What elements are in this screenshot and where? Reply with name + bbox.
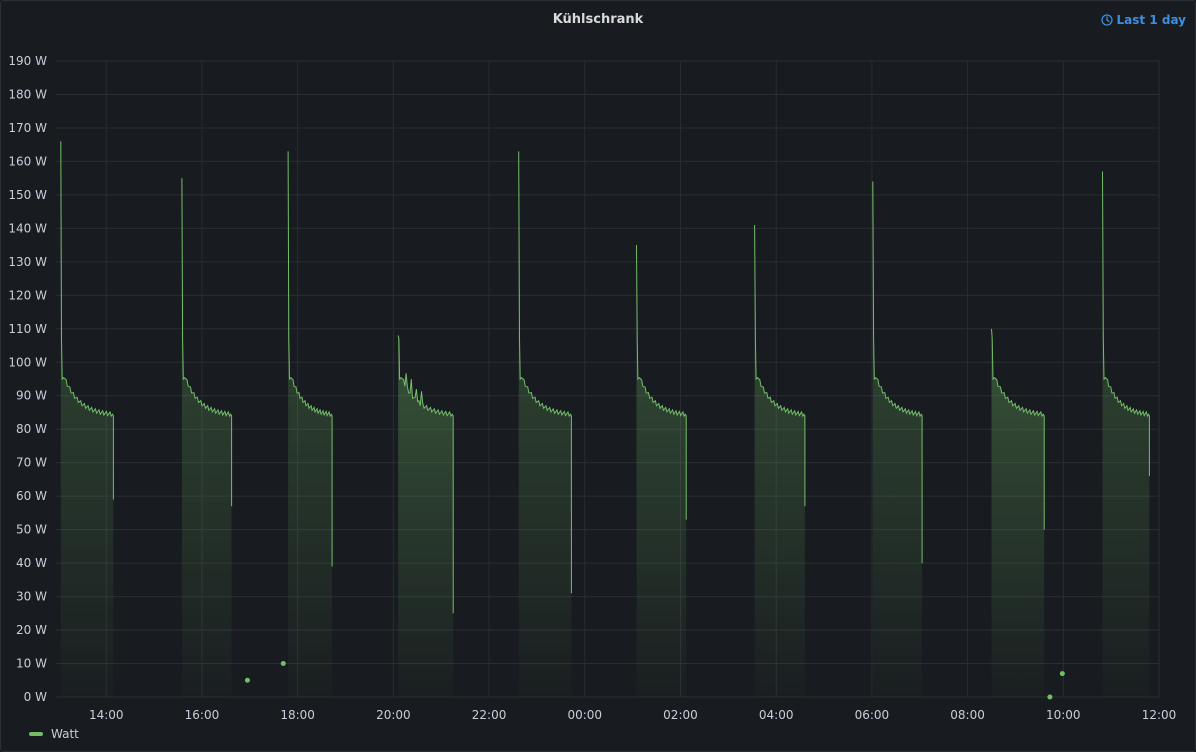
x-tick-label: 06:00 xyxy=(855,708,890,722)
y-tick-label: 80 W xyxy=(16,422,47,436)
y-tick-label: 30 W xyxy=(16,590,47,604)
series-line-cycle xyxy=(181,178,233,507)
x-tick-label: 14:00 xyxy=(89,708,124,722)
y-tick-label: 70 W xyxy=(16,456,47,470)
x-tick-label: 20:00 xyxy=(376,708,411,722)
y-tick-label: 10 W xyxy=(16,657,47,671)
series-line-cycle xyxy=(397,335,454,614)
series-area-cycle xyxy=(181,178,232,697)
y-tick-label: 50 W xyxy=(16,523,47,537)
series-area-cycle xyxy=(991,328,1045,697)
y-tick-label: 90 W xyxy=(16,389,47,403)
y-tick-label: 60 W xyxy=(16,489,47,503)
series-area-cycle xyxy=(398,335,454,697)
y-tick-label: 190 W xyxy=(8,54,47,68)
clock-icon xyxy=(1100,14,1113,26)
y-tick-label: 40 W xyxy=(16,556,47,570)
y-tick-label: 150 W xyxy=(8,188,47,202)
panel-title: Kühlschrank xyxy=(552,12,644,27)
x-tick-label: 18:00 xyxy=(280,708,315,722)
series-point xyxy=(1059,671,1065,677)
series-line-cycle xyxy=(991,328,1045,530)
time-range-picker[interactable]: Last 1 day xyxy=(1100,13,1186,27)
series-point xyxy=(1047,694,1053,700)
series-line-cycle xyxy=(518,151,572,594)
x-tick-label: 08:00 xyxy=(950,708,985,722)
series-area-cycle xyxy=(872,181,923,697)
series-point xyxy=(244,677,250,683)
y-tick-label: 100 W xyxy=(8,355,47,369)
x-tick-label: 12:00 xyxy=(1142,708,1177,722)
y-tick-label: 170 W xyxy=(8,121,47,135)
y-tick-label: 110 W xyxy=(8,322,47,336)
series-line-cycle xyxy=(872,181,923,564)
x-tick-label: 04:00 xyxy=(759,708,794,722)
x-tick-label: 02:00 xyxy=(663,708,698,722)
series-area-cycle xyxy=(1102,171,1150,697)
legend-label: Watt xyxy=(51,727,79,741)
series-area-cycle xyxy=(754,225,805,697)
series-line-cycle xyxy=(1102,171,1150,477)
x-tick-label: 16:00 xyxy=(185,708,220,722)
series-line-cycle xyxy=(754,224,806,507)
series-line-cycle xyxy=(287,151,333,567)
legend-item-watt[interactable]: Watt xyxy=(29,727,79,741)
series-area-cycle xyxy=(518,151,572,697)
series-line-cycle xyxy=(60,141,114,500)
series-area-cycle xyxy=(288,151,333,697)
y-tick-label: 20 W xyxy=(16,623,47,637)
x-tick-label: 00:00 xyxy=(567,708,602,722)
series-line-cycle xyxy=(636,245,687,520)
y-tick-label: 130 W xyxy=(8,255,47,269)
y-tick-label: 120 W xyxy=(8,288,47,302)
legend-swatch xyxy=(29,732,43,736)
y-tick-label: 160 W xyxy=(8,154,47,168)
y-tick-label: 140 W xyxy=(8,221,47,235)
y-tick-label: 180 W xyxy=(8,87,47,101)
x-tick-label: 22:00 xyxy=(472,708,507,722)
series-area-cycle xyxy=(636,245,687,697)
x-tick-label: 10:00 xyxy=(1046,708,1081,722)
y-tick-label: 0 W xyxy=(24,690,47,704)
time-range-label: Last 1 day xyxy=(1116,13,1186,27)
series-point xyxy=(280,661,286,667)
series-area-cycle xyxy=(60,141,114,698)
